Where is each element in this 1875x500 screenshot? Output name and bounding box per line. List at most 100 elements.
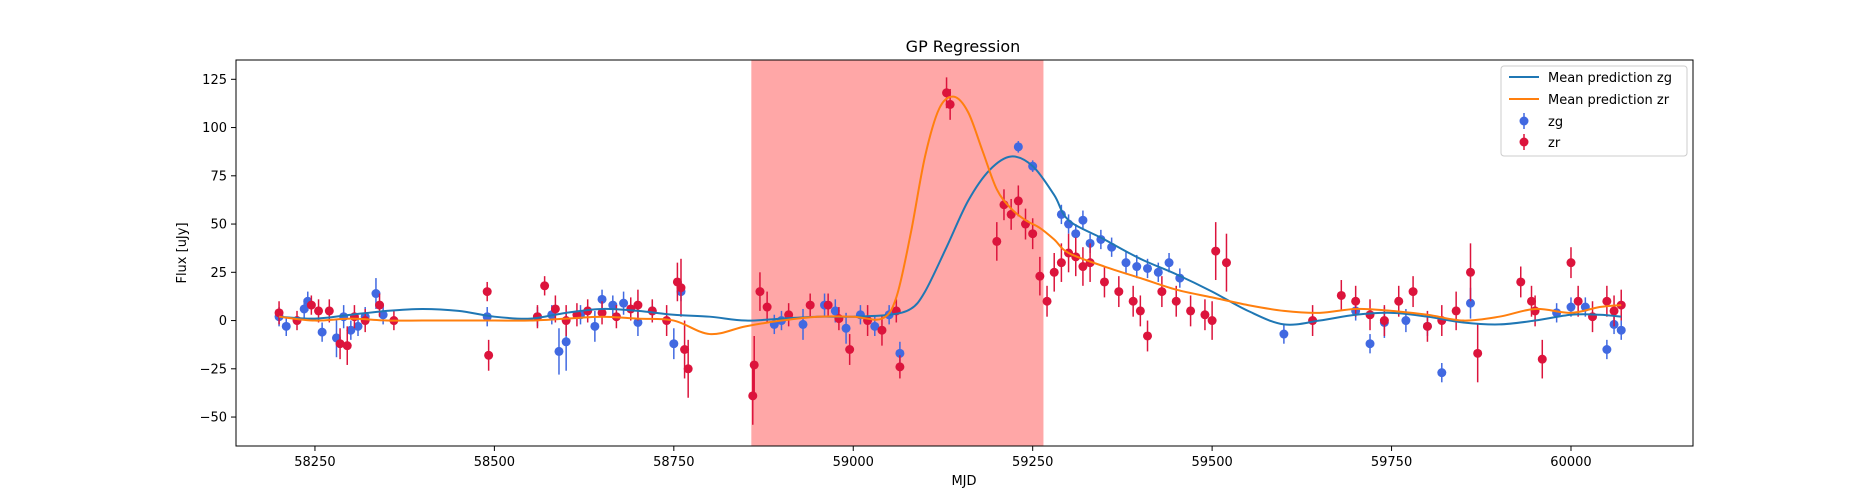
zr-point <box>342 341 352 351</box>
zr-point <box>1516 277 1526 287</box>
zr-point <box>784 310 794 320</box>
zr-point <box>1451 306 1461 316</box>
zr-point <box>755 287 765 297</box>
zr-point <box>762 302 772 312</box>
zg-point <box>1401 316 1411 326</box>
zg-point <box>1143 263 1153 273</box>
zr-point <box>540 281 550 291</box>
zg-point <box>561 337 571 347</box>
y-tick-label: 50 <box>210 218 227 233</box>
y-tick-label: 125 <box>202 73 227 88</box>
zr-point <box>1609 306 1619 316</box>
zg-point <box>1071 229 1081 239</box>
zr-point <box>1135 306 1145 316</box>
zr-point <box>676 283 686 293</box>
plot-marks <box>274 77 1626 425</box>
mean-prediction-zg-line <box>279 155 1622 326</box>
zr-point <box>1422 321 1432 331</box>
legend-zg-marker <box>1519 116 1529 126</box>
zg-point <box>1365 339 1375 349</box>
zg-point <box>1078 215 1088 225</box>
zr-point <box>895 362 905 372</box>
x-tick-label: 60000 <box>1550 455 1591 470</box>
y-tick-label: 0 <box>219 314 227 329</box>
zr-point <box>1056 258 1066 268</box>
zg-point <box>1056 209 1066 219</box>
zr-point <box>1530 306 1540 316</box>
zr-point <box>1527 296 1537 306</box>
zr-point <box>306 300 316 310</box>
zg-point <box>1164 258 1174 268</box>
zr-point <box>1028 229 1038 239</box>
zr-point <box>1473 348 1483 358</box>
zg-point <box>299 304 309 314</box>
zg-point <box>346 325 356 335</box>
zg-point <box>378 310 388 320</box>
zr-point <box>647 306 657 316</box>
zg-point <box>353 321 363 331</box>
zg-point <box>1437 368 1447 378</box>
y-axis: −50 −25 0 25 50 75 100 125 <box>200 73 236 426</box>
zr-point <box>482 287 492 297</box>
zr-point <box>1171 296 1181 306</box>
zr-point <box>945 99 955 109</box>
zr-point <box>597 308 607 318</box>
zr-point <box>1207 316 1217 326</box>
x-tick-label: 59250 <box>1012 455 1053 470</box>
zr-point <box>314 306 324 316</box>
zr-point <box>1099 277 1109 287</box>
zr-point <box>1566 258 1576 268</box>
zr-point <box>561 316 571 326</box>
zr-point <box>1351 296 1361 306</box>
y-tick-label: 75 <box>210 169 227 184</box>
zr-point <box>550 304 560 314</box>
zr-point <box>1035 271 1045 281</box>
zr-point <box>823 300 833 310</box>
zr-point <box>633 300 643 310</box>
zr-point <box>845 345 855 354</box>
legend-zg-label: zg <box>1548 115 1563 130</box>
zr-point <box>1394 296 1404 306</box>
zg-point <box>1466 298 1476 308</box>
x-tick-label: 58500 <box>474 455 515 470</box>
zr-point <box>662 316 672 326</box>
y-tick-label: 25 <box>210 266 227 281</box>
plot-frame <box>235 59 1694 447</box>
zg-point <box>619 298 629 308</box>
zr-point <box>324 306 334 316</box>
zr-point <box>1466 267 1476 277</box>
x-tick-label: 58750 <box>653 455 694 470</box>
zg-point <box>1013 142 1023 152</box>
zg-point <box>1121 258 1131 268</box>
mean-prediction-zr-line <box>278 95 1622 336</box>
zg-point <box>590 321 600 331</box>
zg-point <box>1132 262 1142 272</box>
y-tick-label: −25 <box>200 362 227 377</box>
zg-point <box>798 319 808 329</box>
zg-point <box>1566 302 1576 312</box>
x-tick-label: 59500 <box>1191 455 1232 470</box>
zr-point <box>1143 331 1153 341</box>
zr-point <box>749 360 759 370</box>
chart-title: GP Regression <box>906 37 1021 56</box>
legend-box <box>1500 65 1688 157</box>
zg-point <box>597 294 607 304</box>
zg-point <box>1616 325 1626 335</box>
zg-point <box>554 346 564 356</box>
zr-point <box>1114 287 1124 297</box>
zr-point <box>1408 287 1418 297</box>
zr-point <box>274 308 284 318</box>
zr-point <box>1049 267 1059 277</box>
zg-point <box>1602 345 1612 354</box>
zg-point <box>870 321 880 331</box>
zg-point <box>895 348 905 358</box>
zg-point <box>1153 267 1163 277</box>
zr-point <box>877 325 887 335</box>
zr-point <box>1128 296 1138 306</box>
zr-point <box>805 300 815 310</box>
zg-point <box>633 317 643 327</box>
zr-point <box>1336 290 1346 300</box>
zr-point <box>1573 296 1583 306</box>
zg-point <box>317 327 327 337</box>
